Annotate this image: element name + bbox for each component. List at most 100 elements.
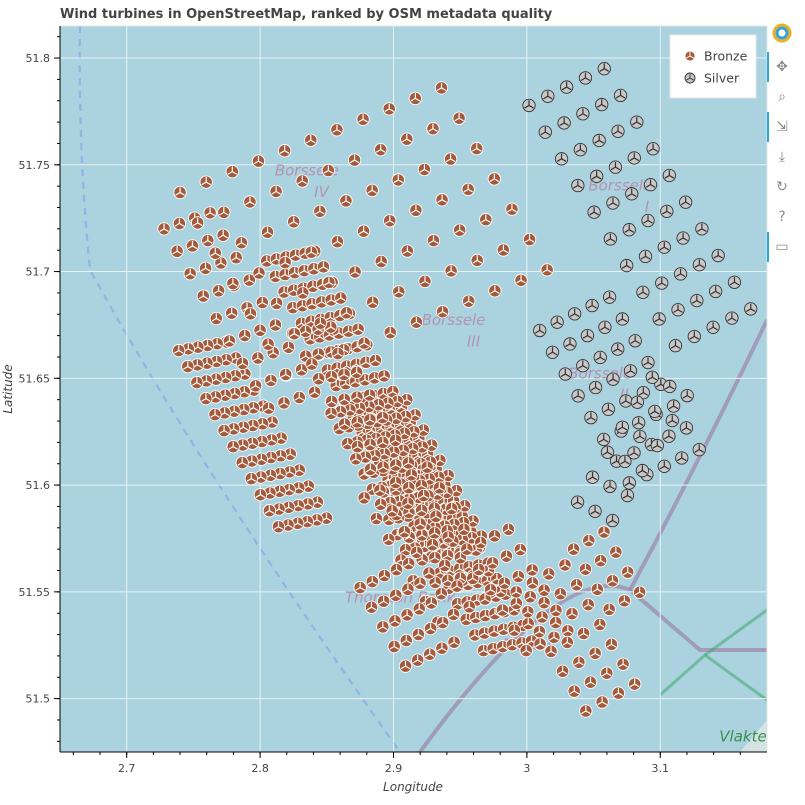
turbine-point-silver[interactable] bbox=[578, 71, 593, 85]
turbine-point-bronze[interactable] bbox=[418, 274, 432, 289]
turbine-point-bronze[interactable] bbox=[611, 686, 626, 700]
turbine-point-bronze[interactable] bbox=[287, 215, 301, 229]
turbine-point-silver[interactable] bbox=[645, 370, 659, 384]
turbine-point-bronze[interactable] bbox=[561, 624, 575, 638]
turbine-point-bronze[interactable] bbox=[435, 305, 450, 319]
turbine-point-silver[interactable] bbox=[630, 115, 644, 129]
turbine-point-bronze[interactable] bbox=[401, 456, 416, 470]
turbine-point-bronze[interactable] bbox=[576, 626, 591, 641]
turbine-point-bronze[interactable] bbox=[261, 337, 275, 351]
turbine-point-silver[interactable] bbox=[695, 222, 709, 236]
turbine-point-silver[interactable] bbox=[619, 394, 633, 408]
turbine-point-silver[interactable] bbox=[711, 248, 725, 263]
turbine-point-bronze[interactable] bbox=[374, 254, 388, 269]
turbine-point-silver[interactable] bbox=[636, 285, 650, 299]
turbine-point-bronze[interactable] bbox=[417, 162, 432, 177]
turbine-point-bronze[interactable] bbox=[413, 517, 427, 531]
turbine-point-bronze[interactable] bbox=[339, 306, 354, 320]
turbine-point-bronze[interactable] bbox=[363, 413, 377, 427]
turbine-point-bronze[interactable] bbox=[235, 456, 249, 470]
turbine-point-bronze[interactable] bbox=[600, 666, 614, 680]
turbine-point-bronze[interactable] bbox=[198, 261, 213, 276]
turbine-point-bronze[interactable] bbox=[312, 372, 326, 386]
turbine-point-silver[interactable] bbox=[692, 442, 706, 457]
turbine-point-bronze[interactable] bbox=[238, 328, 252, 343]
turbine-point-bronze[interactable] bbox=[593, 617, 607, 632]
turbine-point-bronze[interactable] bbox=[429, 509, 443, 523]
turbine-point-bronze[interactable] bbox=[363, 462, 378, 476]
turbine-point-bronze[interactable] bbox=[426, 233, 441, 248]
turbine-point-bronze[interactable] bbox=[567, 684, 581, 698]
turbine-point-silver[interactable] bbox=[632, 416, 646, 430]
turbine-point-bronze[interactable] bbox=[569, 578, 584, 592]
turbine-point-bronze[interactable] bbox=[499, 549, 514, 563]
turbine-point-silver[interactable] bbox=[570, 495, 585, 509]
turbine-point-bronze[interactable] bbox=[519, 643, 533, 658]
turbine-point-silver[interactable] bbox=[585, 298, 599, 313]
turbine-point-bronze[interactable] bbox=[269, 184, 283, 199]
turbine-point-bronze[interactable] bbox=[268, 318, 283, 332]
turbine-point-bronze[interactable] bbox=[447, 635, 461, 649]
turbine-point-bronze[interactable] bbox=[399, 633, 413, 648]
turbine-point-bronze[interactable] bbox=[271, 520, 286, 534]
turbine-point-silver[interactable] bbox=[605, 513, 620, 528]
turbine-point-bronze[interactable] bbox=[377, 369, 391, 383]
turbine-point-bronze[interactable] bbox=[225, 306, 239, 320]
turbine-point-silver[interactable] bbox=[665, 413, 679, 428]
turbine-point-bronze[interactable] bbox=[330, 235, 345, 249]
turbine-point-bronze[interactable] bbox=[581, 598, 595, 612]
turbine-point-bronze[interactable] bbox=[487, 529, 502, 543]
turbine-point-silver[interactable] bbox=[597, 432, 611, 447]
turbine-point-silver[interactable] bbox=[708, 284, 723, 299]
turbine-point-bronze[interactable] bbox=[313, 204, 327, 218]
turbine-point-bronze[interactable] bbox=[191, 216, 205, 230]
turbine-point-bronze[interactable] bbox=[532, 624, 547, 639]
turbine-point-bronze[interactable] bbox=[542, 567, 556, 581]
turbine-point-bronze[interactable] bbox=[374, 497, 388, 511]
turbine-point-bronze[interactable] bbox=[472, 562, 486, 577]
turbine-point-silver[interactable] bbox=[636, 385, 650, 400]
turbine-point-bronze[interactable] bbox=[313, 316, 328, 330]
turbine-point-silver[interactable] bbox=[541, 89, 555, 103]
turbine-point-bronze[interactable] bbox=[391, 173, 405, 187]
turbine-point-bronze[interactable] bbox=[426, 122, 440, 136]
turbine-point-bronze[interactable] bbox=[604, 637, 619, 652]
turbine-point-bronze[interactable] bbox=[549, 603, 563, 618]
turbine-point-bronze[interactable] bbox=[357, 491, 371, 505]
turbine-point-silver[interactable] bbox=[608, 160, 623, 174]
turbine-point-bronze[interactable] bbox=[362, 388, 377, 402]
turbine-point-bronze[interactable] bbox=[243, 195, 257, 209]
turbine-point-bronze[interactable] bbox=[331, 346, 345, 361]
turbine-point-bronze[interactable] bbox=[595, 695, 609, 709]
turbine-point-bronze[interactable] bbox=[479, 213, 493, 227]
turbine-point-bronze[interactable] bbox=[321, 163, 336, 178]
turbine-point-silver[interactable] bbox=[576, 359, 590, 373]
turbine-point-bronze[interactable] bbox=[208, 407, 222, 422]
hover-tool-icon[interactable]: ▭ bbox=[767, 232, 793, 262]
turbine-point-bronze[interactable] bbox=[509, 585, 523, 599]
turbine-point-bronze[interactable] bbox=[525, 576, 540, 590]
turbine-point-silver[interactable] bbox=[646, 142, 660, 156]
turbine-point-bronze[interactable] bbox=[507, 623, 521, 637]
turbine-point-bronze[interactable] bbox=[294, 363, 309, 377]
turbine-point-bronze[interactable] bbox=[347, 153, 362, 167]
turbine-point-bronze[interactable] bbox=[353, 580, 367, 595]
turbine-point-bronze[interactable] bbox=[616, 657, 630, 671]
turbine-point-bronze[interactable] bbox=[388, 433, 403, 447]
turbine-point-bronze[interactable] bbox=[369, 511, 384, 526]
turbine-point-bronze[interactable] bbox=[349, 452, 363, 466]
turbine-point-bronze[interactable] bbox=[388, 614, 402, 628]
turbine-point-bronze[interactable] bbox=[435, 193, 449, 207]
turbine-point-bronze[interactable] bbox=[544, 644, 558, 659]
turbine-point-bronze[interactable] bbox=[540, 263, 554, 277]
turbine-point-bronze[interactable] bbox=[566, 542, 581, 556]
turbine-point-silver[interactable] bbox=[679, 421, 694, 435]
turbine-point-silver[interactable] bbox=[611, 342, 625, 356]
turbine-point-bronze[interactable] bbox=[578, 562, 593, 576]
turbine-point-bronze[interactable] bbox=[253, 323, 267, 337]
turbine-point-bronze[interactable] bbox=[411, 627, 426, 642]
turbine-point-silver[interactable] bbox=[706, 320, 720, 334]
turbine-point-bronze[interactable] bbox=[424, 596, 439, 610]
turbine-point-bronze[interactable] bbox=[413, 576, 427, 590]
turbine-point-bronze[interactable] bbox=[497, 576, 512, 590]
